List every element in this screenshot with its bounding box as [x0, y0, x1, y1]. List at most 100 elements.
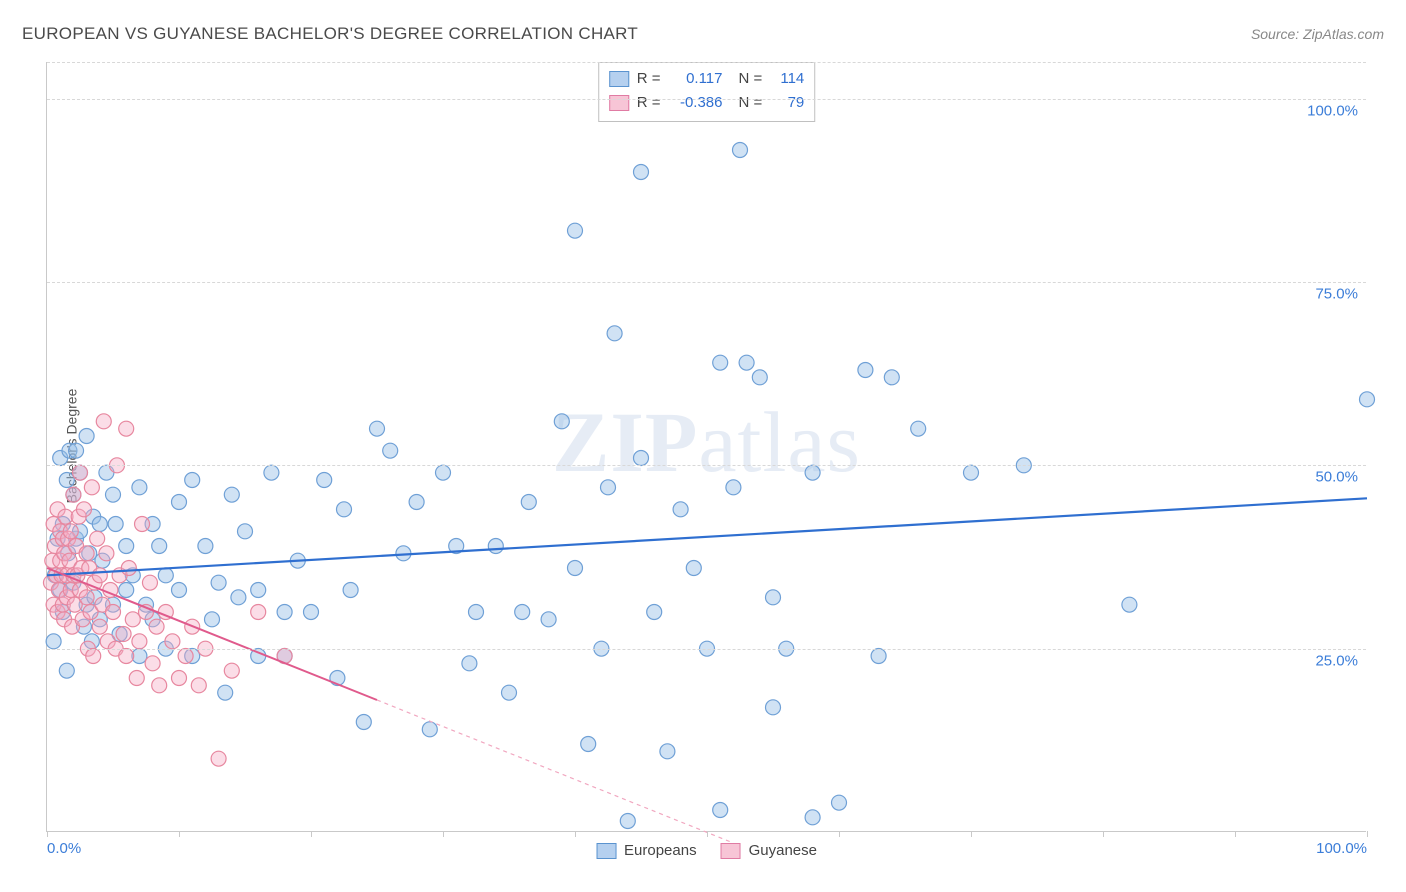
scatter-point	[634, 451, 649, 466]
scatter-point	[805, 810, 820, 825]
scatter-point	[132, 634, 147, 649]
plot-area: ZIPatlas R =0.117N =114R =-0.386N =79 Eu…	[46, 62, 1366, 832]
source-name: ZipAtlas.com	[1303, 26, 1384, 42]
scatter-point	[108, 517, 123, 532]
x-tick-mark	[1103, 831, 1104, 837]
n-value: 114	[770, 67, 804, 91]
scatter-point	[251, 583, 266, 598]
scatter-point	[211, 751, 226, 766]
scatter-point	[469, 605, 484, 620]
scatter-point	[264, 465, 279, 480]
scatter-point	[129, 671, 144, 686]
scatter-point	[185, 473, 200, 488]
x-tick-label: 0.0%	[47, 840, 81, 857]
scatter-point	[502, 685, 517, 700]
scatter-point	[142, 575, 157, 590]
x-tick-mark	[311, 831, 312, 837]
scatter-point	[79, 590, 94, 605]
scatter-point	[46, 634, 61, 649]
x-tick-mark	[1235, 831, 1236, 837]
scatter-point	[119, 421, 134, 436]
x-tick-mark	[1367, 831, 1368, 837]
scatter-point	[713, 803, 728, 818]
scatter-point	[92, 619, 107, 634]
scatter-point	[462, 656, 477, 671]
scatter-point	[99, 546, 114, 561]
scatter-point	[343, 583, 358, 598]
n-label: N =	[739, 67, 763, 91]
scatter-point	[158, 568, 173, 583]
scatter-point	[554, 414, 569, 429]
scatter-point	[488, 539, 503, 554]
stats-legend: R =0.117N =114R =-0.386N =79	[598, 62, 816, 122]
scatter-point	[752, 370, 767, 385]
scatter-point	[79, 429, 94, 444]
scatter-point	[739, 355, 754, 370]
scatter-point	[152, 678, 167, 693]
scatter-point	[191, 678, 206, 693]
scatter-point	[69, 443, 84, 458]
scatter-point	[145, 656, 160, 671]
scatter-point	[251, 605, 266, 620]
scatter-point	[911, 421, 926, 436]
scatter-point	[337, 502, 352, 517]
scatter-point	[125, 612, 140, 627]
scatter-point	[106, 487, 121, 502]
legend-label: Europeans	[624, 842, 697, 859]
scatter-point	[884, 370, 899, 385]
scatter-point	[277, 605, 292, 620]
x-tick-mark	[575, 831, 576, 837]
scatter-point	[964, 465, 979, 480]
scatter-point	[119, 583, 134, 598]
r-value: -0.386	[669, 91, 723, 115]
scatter-point	[766, 700, 781, 715]
scatter-point	[521, 495, 536, 510]
scatter-point	[1122, 597, 1137, 612]
scatter-point	[132, 480, 147, 495]
scatter-point	[733, 143, 748, 158]
y-tick-label: 75.0%	[1315, 286, 1358, 303]
scatter-point	[116, 627, 131, 642]
scatter-point	[66, 487, 81, 502]
scatter-point	[96, 414, 111, 429]
legend-item: Guyanese	[721, 842, 817, 859]
grid-line	[47, 649, 1366, 650]
scatter-point	[713, 355, 728, 370]
scatter-point	[660, 744, 675, 759]
scatter-point	[172, 583, 187, 598]
scatter-point	[871, 649, 886, 664]
grid-line	[47, 99, 1366, 100]
x-tick-mark	[443, 831, 444, 837]
scatter-point	[92, 517, 107, 532]
scatter-point	[858, 363, 873, 378]
scatter-point	[634, 165, 649, 180]
x-tick-mark	[47, 831, 48, 837]
scatter-point	[73, 465, 88, 480]
scatter-point	[238, 524, 253, 539]
scatter-point	[766, 590, 781, 605]
scatter-point	[90, 531, 105, 546]
scatter-point	[135, 517, 150, 532]
scatter-point	[436, 465, 451, 480]
scatter-point	[686, 561, 701, 576]
scatter-point	[805, 465, 820, 480]
scatter-point	[92, 568, 107, 583]
y-tick-label: 50.0%	[1315, 469, 1358, 486]
legend-swatch	[721, 843, 741, 859]
x-tick-mark	[707, 831, 708, 837]
scatter-point	[607, 326, 622, 341]
scatter-point	[172, 671, 187, 686]
n-value: 79	[770, 91, 804, 115]
r-label: R =	[637, 91, 661, 115]
trend-line-extended	[377, 700, 733, 843]
scatter-point	[304, 605, 319, 620]
scatter-point	[121, 561, 136, 576]
scatter-point	[165, 634, 180, 649]
scatter-point	[568, 223, 583, 238]
scatter-point	[86, 649, 101, 664]
scatter-point	[119, 539, 134, 554]
header-row: EUROPEAN VS GUYANESE BACHELOR'S DEGREE C…	[22, 24, 1384, 44]
scatter-point	[84, 480, 99, 495]
legend-swatch	[609, 71, 629, 87]
scatter-point	[317, 473, 332, 488]
